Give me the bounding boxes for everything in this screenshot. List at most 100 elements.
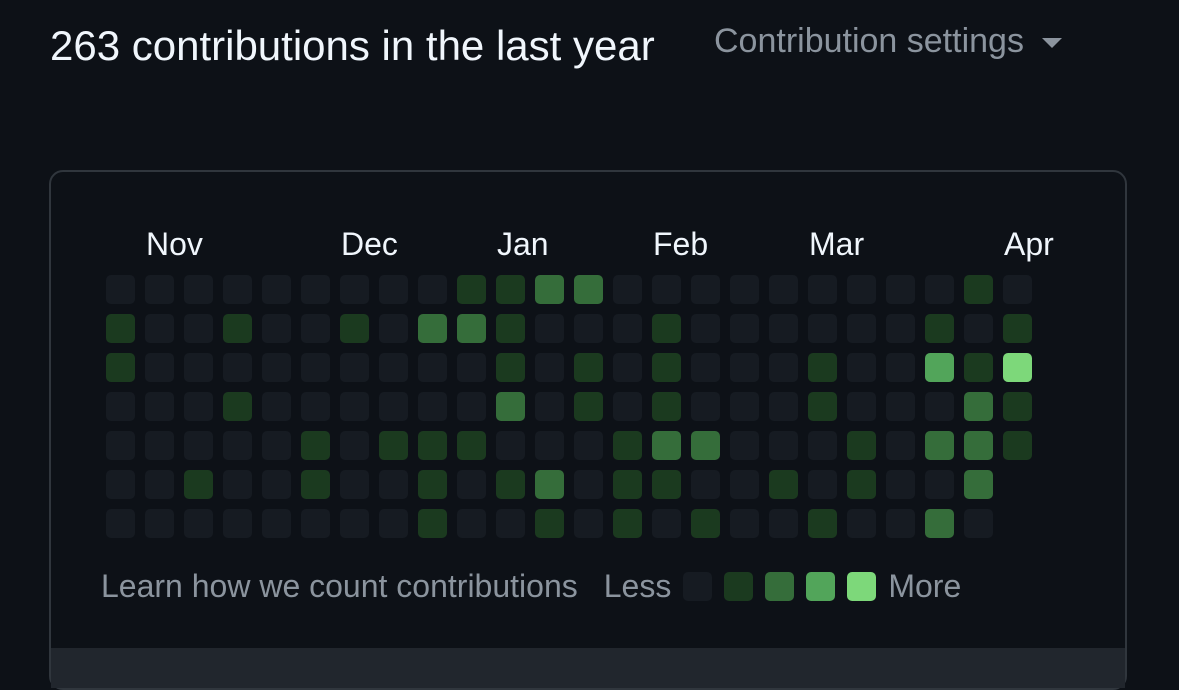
contribution-day-cell[interactable] bbox=[418, 275, 447, 304]
contribution-day-cell[interactable] bbox=[145, 275, 174, 304]
contribution-day-cell[interactable] bbox=[418, 392, 447, 421]
contribution-day-cell[interactable] bbox=[964, 392, 993, 421]
contribution-day-cell[interactable] bbox=[262, 353, 291, 382]
contribution-day-cell[interactable] bbox=[730, 392, 759, 421]
contribution-day-cell[interactable] bbox=[769, 275, 798, 304]
contribution-day-cell[interactable] bbox=[691, 470, 720, 499]
contribution-day-cell[interactable] bbox=[418, 431, 447, 460]
contribution-day-cell[interactable] bbox=[574, 509, 603, 538]
contribution-day-cell[interactable] bbox=[769, 353, 798, 382]
contribution-day-cell[interactable] bbox=[535, 353, 564, 382]
contribution-day-cell[interactable] bbox=[418, 470, 447, 499]
contribution-day-cell[interactable] bbox=[886, 431, 915, 460]
contribution-day-cell[interactable] bbox=[886, 470, 915, 499]
contribution-day-cell[interactable] bbox=[730, 509, 759, 538]
contribution-day-cell[interactable] bbox=[145, 353, 174, 382]
contribution-day-cell[interactable] bbox=[106, 353, 135, 382]
contribution-day-cell[interactable] bbox=[574, 392, 603, 421]
contribution-day-cell[interactable] bbox=[808, 314, 837, 343]
contribution-day-cell[interactable] bbox=[262, 275, 291, 304]
contribution-day-cell[interactable] bbox=[340, 314, 369, 343]
contribution-day-cell[interactable] bbox=[808, 431, 837, 460]
contribution-day-cell[interactable] bbox=[964, 509, 993, 538]
contribution-day-cell[interactable] bbox=[145, 431, 174, 460]
contribution-day-cell[interactable] bbox=[418, 509, 447, 538]
contribution-day-cell[interactable] bbox=[925, 392, 954, 421]
contribution-day-cell[interactable] bbox=[652, 353, 681, 382]
contribution-day-cell[interactable] bbox=[1003, 314, 1032, 343]
contribution-day-cell[interactable] bbox=[847, 470, 876, 499]
contribution-day-cell[interactable] bbox=[418, 353, 447, 382]
contribution-day-cell[interactable] bbox=[223, 509, 252, 538]
contribution-day-cell[interactable] bbox=[964, 275, 993, 304]
contribution-day-cell[interactable] bbox=[535, 431, 564, 460]
contribution-day-cell[interactable] bbox=[340, 353, 369, 382]
contribution-day-cell[interactable] bbox=[808, 470, 837, 499]
contribution-day-cell[interactable] bbox=[340, 275, 369, 304]
contribution-day-cell[interactable] bbox=[379, 275, 408, 304]
contribution-day-cell[interactable] bbox=[613, 353, 642, 382]
contribution-day-cell[interactable] bbox=[769, 314, 798, 343]
contribution-day-cell[interactable] bbox=[535, 470, 564, 499]
contribution-day-cell[interactable] bbox=[457, 353, 486, 382]
contribution-day-cell[interactable] bbox=[730, 470, 759, 499]
contribution-day-cell[interactable] bbox=[808, 509, 837, 538]
contribution-day-cell[interactable] bbox=[223, 275, 252, 304]
contribution-day-cell[interactable] bbox=[184, 470, 213, 499]
contribution-day-cell[interactable] bbox=[964, 314, 993, 343]
contribution-day-cell[interactable] bbox=[925, 314, 954, 343]
contribution-day-cell[interactable] bbox=[496, 509, 525, 538]
contribution-day-cell[interactable] bbox=[457, 392, 486, 421]
contribution-day-cell[interactable] bbox=[457, 470, 486, 499]
contribution-day-cell[interactable] bbox=[262, 509, 291, 538]
contribution-day-cell[interactable] bbox=[379, 470, 408, 499]
contribution-day-cell[interactable] bbox=[769, 509, 798, 538]
contribution-day-cell[interactable] bbox=[613, 314, 642, 343]
contribution-day-cell[interactable] bbox=[223, 470, 252, 499]
contribution-day-cell[interactable] bbox=[925, 509, 954, 538]
contribution-day-cell[interactable] bbox=[379, 431, 408, 460]
contribution-day-cell[interactable] bbox=[496, 431, 525, 460]
contribution-day-cell[interactable] bbox=[886, 275, 915, 304]
contribution-day-cell[interactable] bbox=[1003, 392, 1032, 421]
contribution-day-cell[interactable] bbox=[223, 353, 252, 382]
contribution-day-cell[interactable] bbox=[1003, 275, 1032, 304]
contribution-day-cell[interactable] bbox=[1003, 353, 1032, 382]
contribution-day-cell[interactable] bbox=[730, 353, 759, 382]
contribution-day-cell[interactable] bbox=[184, 509, 213, 538]
contribution-day-cell[interactable] bbox=[925, 275, 954, 304]
contribution-day-cell[interactable] bbox=[457, 509, 486, 538]
contribution-day-cell[interactable] bbox=[496, 314, 525, 343]
contribution-day-cell[interactable] bbox=[769, 470, 798, 499]
contribution-day-cell[interactable] bbox=[535, 392, 564, 421]
contribution-day-cell[interactable] bbox=[379, 353, 408, 382]
contribution-day-cell[interactable] bbox=[223, 431, 252, 460]
contribution-day-cell[interactable] bbox=[808, 353, 837, 382]
contribution-day-cell[interactable] bbox=[730, 275, 759, 304]
contribution-day-cell[interactable] bbox=[691, 314, 720, 343]
contribution-day-cell[interactable] bbox=[340, 470, 369, 499]
contribution-day-cell[interactable] bbox=[925, 470, 954, 499]
contribution-day-cell[interactable] bbox=[691, 431, 720, 460]
contribution-day-cell[interactable] bbox=[340, 431, 369, 460]
contribution-day-cell[interactable] bbox=[613, 392, 642, 421]
contribution-day-cell[interactable] bbox=[145, 392, 174, 421]
contribution-day-cell[interactable] bbox=[886, 353, 915, 382]
contribution-day-cell[interactable] bbox=[184, 353, 213, 382]
contribution-day-cell[interactable] bbox=[652, 431, 681, 460]
contribution-day-cell[interactable] bbox=[379, 392, 408, 421]
contribution-day-cell[interactable] bbox=[730, 431, 759, 460]
contribution-day-cell[interactable] bbox=[613, 275, 642, 304]
contribution-day-cell[interactable] bbox=[145, 314, 174, 343]
contribution-day-cell[interactable] bbox=[886, 392, 915, 421]
contribution-day-cell[interactable] bbox=[496, 275, 525, 304]
contribution-day-cell[interactable] bbox=[184, 275, 213, 304]
learn-how-link[interactable]: Learn how we count contributions bbox=[101, 568, 578, 604]
contribution-day-cell[interactable] bbox=[418, 314, 447, 343]
contribution-day-cell[interactable] bbox=[691, 275, 720, 304]
contribution-day-cell[interactable] bbox=[184, 431, 213, 460]
contribution-day-cell[interactable] bbox=[613, 470, 642, 499]
contribution-day-cell[interactable] bbox=[886, 314, 915, 343]
contribution-day-cell[interactable] bbox=[184, 392, 213, 421]
contribution-day-cell[interactable] bbox=[652, 392, 681, 421]
